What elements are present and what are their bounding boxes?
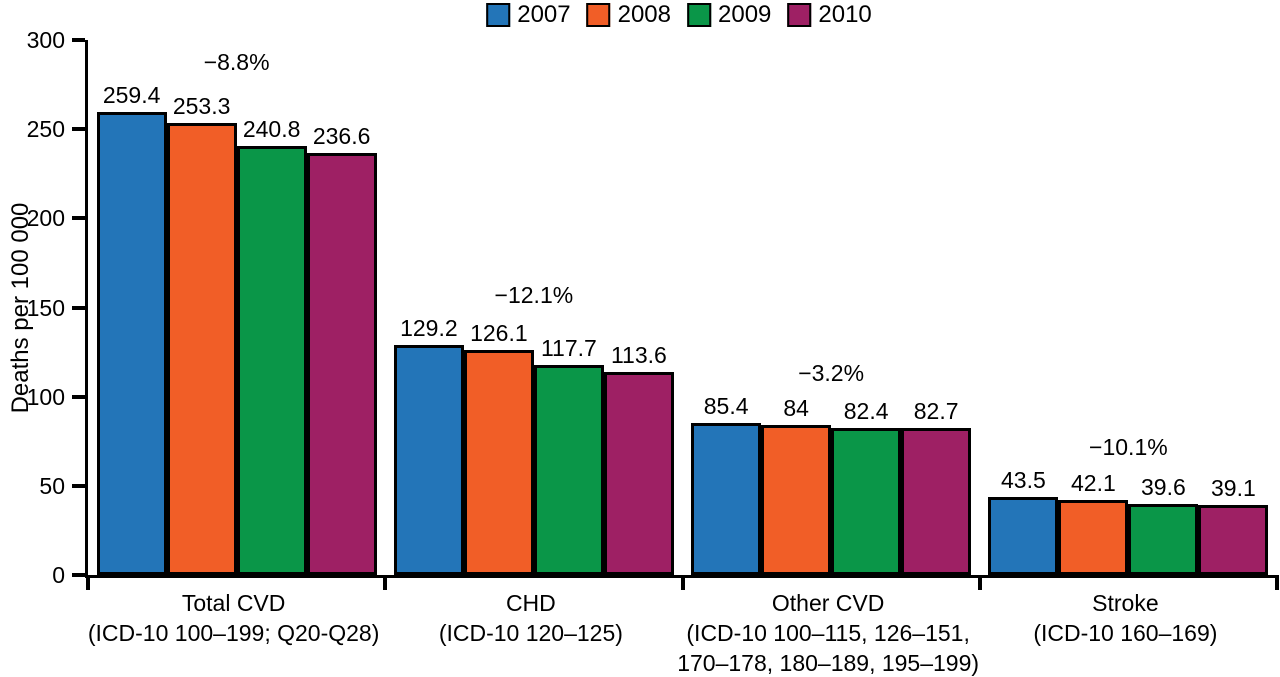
- category-name: CHD: [505, 590, 556, 616]
- legend-item: 2008: [586, 1, 671, 28]
- x-axis-group-tick: [680, 575, 685, 590]
- bar-value-label: 82.7: [913, 397, 959, 424]
- legend-label: 2010: [818, 1, 872, 28]
- y-tick-label: 200: [26, 205, 65, 232]
- bar-value-label: 129.2: [400, 314, 458, 341]
- legend-swatch-2009: [687, 2, 711, 27]
- bar: [1128, 504, 1199, 575]
- bar: [988, 497, 1059, 575]
- legend-swatch-2008: [586, 2, 611, 27]
- category-label: Stroke (ICD-10 160–169): [1033, 588, 1217, 648]
- bar-value-label: 236.6: [312, 123, 371, 150]
- legend-label: 2009: [718, 1, 772, 28]
- y-axis-tick: [72, 573, 85, 577]
- y-axis-tick: [72, 394, 85, 399]
- bar-value-label: 82.4: [843, 398, 889, 425]
- category-icd-codes: (ICD-10 100–115, 126–151,: [686, 620, 970, 646]
- category-label: CHD (ICD-10 120–125): [439, 588, 623, 648]
- bar: [831, 428, 902, 575]
- category-icd-codes: (ICD-10 120–125): [438, 620, 623, 646]
- bar: [236, 145, 307, 575]
- category-label: Total CVD (ICD-10 100–199; Q20-Q28): [88, 588, 380, 648]
- legend-item: 2007: [486, 1, 571, 28]
- bar: [166, 123, 237, 575]
- legend-swatch-2010: [787, 2, 812, 27]
- y-tick-label: 100: [26, 383, 65, 410]
- category-icd-codes: (ICD-10 100–199; Q20-Q28): [87, 620, 380, 646]
- category-name: Stroke: [1092, 590, 1159, 616]
- y-tick-label: 50: [39, 472, 65, 499]
- bar: [901, 427, 972, 575]
- x-axis-group-tick: [383, 575, 388, 590]
- bar-value-label: 253.3: [172, 93, 231, 120]
- legend-swatch-2007: [486, 2, 511, 27]
- bar: [1058, 499, 1129, 575]
- bar-value-label: 117.7: [540, 335, 597, 362]
- pct-change-label: −10.1%: [1089, 434, 1168, 461]
- bar: [1198, 505, 1269, 575]
- bar-value-label: 39.6: [1140, 474, 1186, 501]
- x-axis-group-tick: [1275, 575, 1279, 590]
- bar: [761, 425, 832, 575]
- bar-value-label: 240.8: [242, 115, 301, 142]
- bar-value-label: 113.6: [610, 342, 667, 369]
- legend-label: 2007: [517, 1, 571, 28]
- legend-label: 2008: [617, 1, 671, 28]
- y-axis-tick: [72, 127, 85, 132]
- category-name: Total CVD: [181, 590, 286, 616]
- y-axis-tick: [72, 38, 85, 42]
- category-icd-codes: (ICD-10 160–169): [1033, 620, 1218, 646]
- plot-area: 0 50 100 150 200 250 300 259.4 253.3 240.8 236.6 −8…: [27, 27, 1279, 590]
- y-tick-label: 0: [52, 562, 65, 588]
- bar-value-label: 84: [783, 395, 809, 422]
- pct-change-label: −3.2%: [798, 359, 865, 386]
- bar: [463, 350, 534, 575]
- bar: [603, 372, 674, 575]
- y-tick-label: 250: [26, 116, 65, 143]
- y-tick-label: 150: [26, 294, 65, 321]
- bar-value-label: 42.1: [1070, 469, 1116, 496]
- pct-change-label: −8.8%: [203, 49, 270, 76]
- y-axis-tick: [72, 305, 85, 310]
- x-axis-group-tick: [977, 575, 982, 590]
- y-axis-tick: [72, 483, 85, 488]
- x-axis-group-tick: [86, 575, 90, 590]
- bar-value-label: 259.4: [102, 82, 161, 109]
- pct-change-label: −12.1%: [494, 281, 574, 308]
- y-tick-label: 300: [26, 27, 65, 53]
- bar-value-label: 39.1: [1210, 475, 1256, 502]
- bar: [533, 365, 604, 575]
- category-label: Other CVD (ICD-10 100–115, 126–151, 170–17…: [677, 588, 979, 677]
- bar: [691, 422, 762, 575]
- bar-value-label: 126.1: [470, 320, 528, 347]
- bar: [96, 112, 167, 575]
- bar-value-label: 85.4: [703, 392, 749, 419]
- category-icd-codes: 170–178, 180–189, 195–199): [677, 650, 980, 676]
- legend-item: 2010: [787, 1, 872, 28]
- chart-legend: 2007 2008 2009 2010: [486, 2, 872, 27]
- bar: [306, 153, 377, 575]
- category-name: Other CVD: [771, 590, 885, 616]
- bar-value-label: 43.5: [1000, 467, 1046, 494]
- y-axis-tick: [72, 216, 85, 221]
- legend-item: 2009: [687, 2, 771, 27]
- bar: [393, 344, 464, 575]
